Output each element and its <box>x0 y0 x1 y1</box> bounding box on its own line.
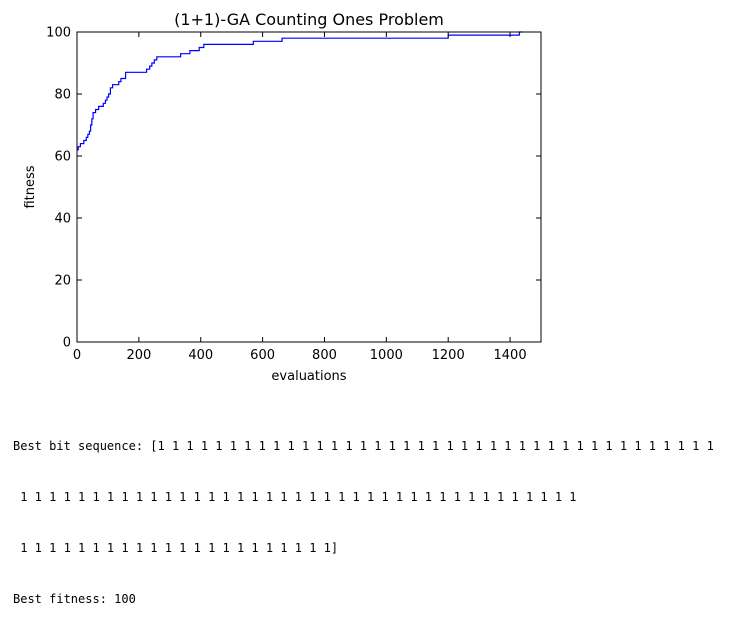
x-tick-label: 400 <box>188 348 213 363</box>
series-line <box>77 31 523 151</box>
best-bit-sequence-line: 1 1 1 1 1 1 1 1 1 1 1 1 1 1 1 1 1 1 1 1 … <box>13 490 577 504</box>
x-axis-label: evaluations <box>271 369 346 384</box>
chart-marks <box>77 31 523 151</box>
x-tick-label: 1000 <box>370 348 403 363</box>
y-tick-label: 20 <box>54 274 71 289</box>
x-tick-label: 600 <box>250 348 275 363</box>
axis-ticks: 0 200 400 600 800 1000 1200 1400 0 20 40 60 80 100 <box>46 26 541 363</box>
y-tick-label: 40 <box>54 212 71 227</box>
x-tick-label: 1200 <box>432 348 465 363</box>
x-tick-label: 200 <box>126 348 151 363</box>
y-axis-label: fitness <box>23 165 38 208</box>
x-tick-label: 1400 <box>494 348 527 363</box>
console-output: Best bit sequence: [1 1 1 1 1 1 1 1 1 1 … <box>13 404 714 625</box>
y-tick-label: 100 <box>46 26 71 41</box>
best-fitness-line: Best fitness: 100 <box>13 592 136 606</box>
y-tick-label: 80 <box>54 88 71 103</box>
plot-frame <box>76 31 542 343</box>
best-bit-sequence-line: Best bit sequence: [1 1 1 1 1 1 1 1 1 1 … <box>13 439 714 453</box>
best-bit-sequence-line: 1 1 1 1 1 1 1 1 1 1 1 1 1 1 1 1 1 1 1 1 … <box>13 541 339 555</box>
x-tick-label: 0 <box>73 348 81 363</box>
chart-figure: (1+1)-GA Counting Ones Problem 0 200 400 60… <box>23 10 542 384</box>
chart-title: (1+1)-GA Counting Ones Problem <box>174 10 444 29</box>
y-tick-label: 0 <box>63 336 71 351</box>
y-tick-label: 60 <box>54 150 71 165</box>
x-tick-label: 800 <box>312 348 337 363</box>
